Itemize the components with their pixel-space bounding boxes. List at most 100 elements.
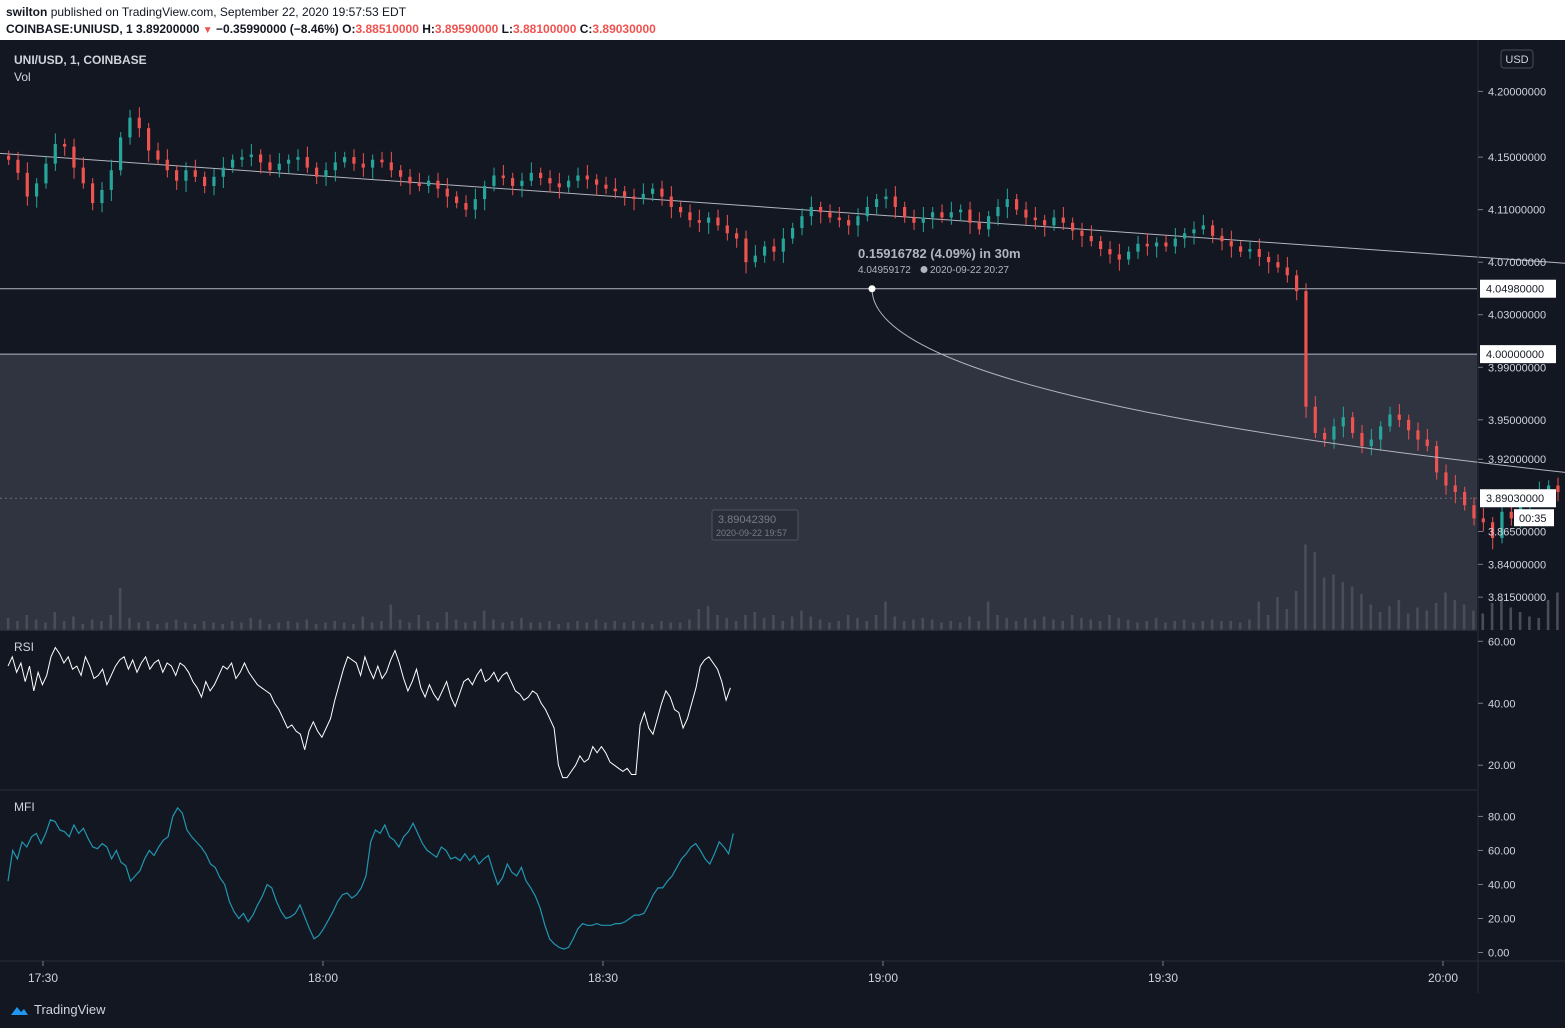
- candle-body: [744, 238, 748, 263]
- candle-body: [53, 143, 57, 164]
- volume-bar: [557, 624, 561, 630]
- volume-bar: [146, 621, 150, 630]
- volume-bar: [1061, 621, 1065, 630]
- volume-bar: [1416, 607, 1419, 630]
- volume-bar: [1033, 619, 1037, 630]
- volume-bar: [594, 619, 598, 630]
- candle-body: [1043, 220, 1047, 226]
- candle-body: [445, 188, 449, 197]
- volume-bar: [510, 621, 514, 630]
- volume-bar: [16, 621, 19, 630]
- candle-body: [231, 159, 235, 168]
- currency-box[interactable]: [1500, 49, 1534, 69]
- volume-bar: [324, 622, 327, 630]
- volume-bar: [1173, 621, 1177, 630]
- volume-bar: [165, 622, 169, 630]
- candle-body: [287, 159, 291, 164]
- volume-bar: [1210, 619, 1214, 630]
- volume-bar: [566, 622, 570, 630]
- candle-body: [100, 189, 104, 204]
- volume-bar: [268, 624, 271, 630]
- volume-bar: [370, 622, 374, 630]
- volume-bar: [53, 612, 57, 630]
- volume-bar: [1369, 604, 1373, 630]
- candle-body: [1463, 492, 1467, 506]
- clock-icon: [920, 266, 928, 273]
- volume-bar: [62, 621, 66, 630]
- candle-body: [212, 176, 216, 186]
- volume-bar: [1556, 592, 1559, 630]
- volume-bar: [482, 610, 486, 630]
- low-value: 3.88100000: [512, 22, 577, 36]
- candle-body: [1089, 235, 1093, 242]
- candle-body: [529, 172, 533, 181]
- volume-bar: [996, 615, 999, 630]
- volume-bar: [884, 601, 887, 630]
- candle-body: [1351, 417, 1355, 433]
- volume-bar: [44, 622, 47, 630]
- volume-bar: [90, 619, 94, 630]
- volume-bar: [1145, 621, 1149, 630]
- volume-bar: [1425, 610, 1429, 630]
- volume-bar: [986, 601, 990, 630]
- volume-bar: [706, 606, 710, 630]
- volume-bar: [753, 612, 757, 630]
- volume-bar: [1192, 622, 1195, 630]
- volume-bar: [1537, 618, 1541, 630]
- low-label: L:: [501, 22, 513, 36]
- currency-label: USD: [1505, 54, 1528, 66]
- volume-bar: [1304, 544, 1307, 630]
- volume-bar: [1509, 607, 1513, 630]
- volume-bar: [613, 621, 617, 630]
- candle-body: [753, 255, 757, 263]
- volume-bar: [184, 622, 187, 630]
- volume-bar: [1313, 552, 1317, 630]
- publish-header: swilton published on TradingView.com, Se…: [0, 0, 1565, 40]
- volume-bar: [529, 622, 533, 630]
- volume-bar: [72, 616, 75, 630]
- volume-bar: [697, 609, 701, 630]
- publisher-line: swilton published on TradingView.com, Se…: [6, 5, 406, 19]
- candle-body: [1080, 230, 1084, 236]
- candle-body: [1509, 511, 1513, 519]
- author-name[interactable]: swilton: [6, 5, 48, 19]
- footer: TradingView: [0, 993, 1565, 1028]
- candle-body: [959, 209, 963, 213]
- tradingview-logo[interactable]: TradingView: [8, 1002, 106, 1017]
- volume-bar: [1285, 609, 1289, 630]
- candle-body: [557, 183, 561, 188]
- candle-body: [669, 196, 673, 208]
- candle-body: [109, 170, 113, 190]
- volume-bar: [6, 618, 10, 630]
- high-value: 3.89590000: [434, 22, 499, 36]
- volume-bar: [585, 622, 589, 630]
- candle-body: [865, 207, 869, 217]
- candle-body: [1136, 243, 1140, 252]
- price-change: −0.35990000 (−8.46%): [216, 22, 339, 36]
- volume-bar: [650, 624, 654, 630]
- volume-bar: [1182, 619, 1186, 630]
- candle-body: [539, 172, 543, 179]
- price-label-box: [1480, 345, 1556, 364]
- candle-body: [1491, 522, 1495, 539]
- cloud-icon: [11, 1006, 28, 1015]
- candle-body: [492, 175, 496, 186]
- volume-bar: [1126, 619, 1130, 630]
- projection-arc: [871, 288, 1565, 473]
- candle-body: [1239, 246, 1243, 252]
- candle-body: [931, 212, 935, 218]
- price-tick-label: 3.92000000: [1488, 454, 1546, 466]
- volume-bar: [921, 618, 925, 630]
- volume-bar: [660, 621, 663, 630]
- candle-body: [520, 180, 524, 186]
- candle-body: [380, 159, 384, 163]
- candle-body: [968, 209, 972, 223]
- countdown-box: [1514, 509, 1554, 527]
- volume-bar: [286, 621, 290, 630]
- candle-body: [389, 162, 393, 171]
- volume-bar: [352, 624, 355, 630]
- volume-bar: [762, 618, 766, 630]
- candle-body: [72, 146, 76, 168]
- volume-bar: [856, 618, 859, 630]
- chart-canvas[interactable]: 0.15916782 (4.09%) in 30m 4.04959172 2020-…: [0, 40, 1565, 993]
